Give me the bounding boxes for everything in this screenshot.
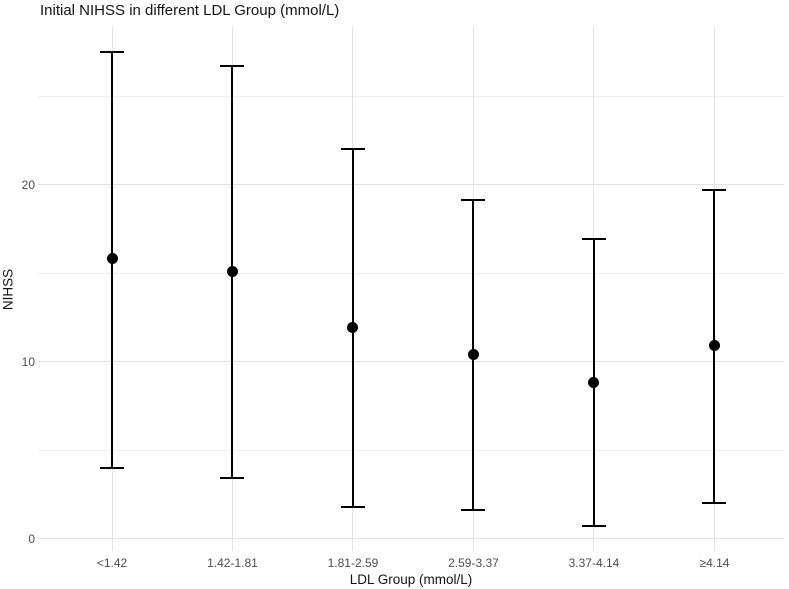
data-point-marker xyxy=(588,377,600,389)
error-bar-cap-lower xyxy=(220,477,245,480)
y-axis-title: NIHSS xyxy=(0,268,16,311)
chart-title: Initial NIHSS in different LDL Group (mm… xyxy=(40,2,340,19)
error-bar-cap-lower xyxy=(100,466,124,469)
error-bar-cap-upper xyxy=(461,199,486,202)
error-bar-cap-lower xyxy=(340,505,365,508)
data-point-marker xyxy=(467,349,479,360)
error-bar-cap-upper xyxy=(100,50,124,53)
gridline-minor-y5 xyxy=(38,449,784,451)
plot-panel xyxy=(38,27,784,551)
data-point-marker xyxy=(106,253,118,265)
x-axis-title: LDL Group (mmol/L) xyxy=(349,572,473,587)
x-tick-label: 2.59-3.37 xyxy=(448,556,499,570)
error-bar-cap-upper xyxy=(220,64,245,67)
error-bar-cap-lower xyxy=(461,509,486,512)
error-bar-cap-lower xyxy=(581,525,606,528)
data-point-marker xyxy=(347,322,359,334)
y-tick-label: 0 xyxy=(28,531,35,546)
y-tick-label: 20 xyxy=(21,177,35,192)
data-point-marker xyxy=(226,265,238,277)
x-tick-label: 1.81-2.59 xyxy=(327,556,379,570)
error-bar-cap-upper xyxy=(581,238,606,241)
error-bar-cap-upper xyxy=(340,148,365,151)
x-tick-label: ≥4.14 xyxy=(699,556,730,570)
gridline-minor-y25 xyxy=(38,95,784,97)
gridline-major-y10 xyxy=(38,361,784,363)
x-tick-label: 1.42-1.81 xyxy=(207,556,258,570)
y-tick-label: 10 xyxy=(21,354,35,369)
gridline-minor-y15 xyxy=(38,272,784,274)
gridline-major-y20 xyxy=(38,184,784,186)
data-point-marker xyxy=(708,340,720,352)
gridline-major-y0 xyxy=(38,538,784,540)
error-bar-cap-lower xyxy=(702,502,727,505)
x-tick-label: <1.42 xyxy=(96,556,128,570)
x-tick-label: 3.37-4.14 xyxy=(568,556,620,570)
error-bar-cap-upper xyxy=(702,188,727,191)
